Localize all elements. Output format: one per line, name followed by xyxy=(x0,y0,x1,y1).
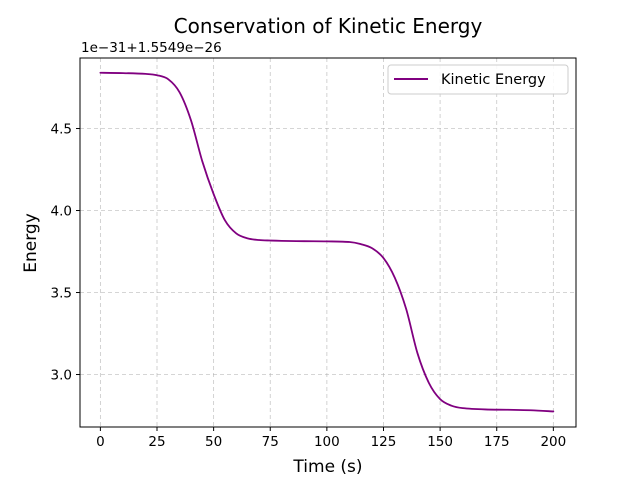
x-tick-label: 150 xyxy=(427,434,453,450)
y-tick-label: 3.5 xyxy=(51,286,72,302)
chart-title: Conservation of Kinetic Energy xyxy=(174,14,483,38)
x-axis-label: Time (s) xyxy=(292,457,362,477)
x-tick-label: 200 xyxy=(540,434,566,450)
x-tick-label: 75 xyxy=(262,434,279,450)
y-tick-label: 4.5 xyxy=(51,122,72,138)
grid-layer xyxy=(80,58,576,427)
legend: Kinetic Energy xyxy=(387,64,569,95)
y-tick-label: 4.0 xyxy=(51,204,72,220)
series-line-kinetic-energy xyxy=(99,71,555,413)
x-tick-label: 25 xyxy=(148,434,165,450)
y-axis-label: Energy xyxy=(21,213,41,273)
legend-label-kinetic-energy: Kinetic Energy xyxy=(441,72,546,88)
x-tick-label: 0 xyxy=(96,434,105,450)
plot-frame xyxy=(79,57,577,428)
x-tick-label: 125 xyxy=(371,434,397,450)
x-tick-label: 50 xyxy=(205,434,222,450)
y-offset-label: 1e−31+1.5549e−26 xyxy=(81,40,222,56)
x-tick-label: 175 xyxy=(484,434,510,450)
x-tick-label: 100 xyxy=(314,434,340,450)
line-layer xyxy=(99,71,555,413)
y-tick-label: 3.0 xyxy=(51,368,72,384)
ticks-layer: 0 25 50 75 100 125 150 175 200 3.0 3.5 4.0 4.5 xyxy=(51,122,567,450)
legend-box xyxy=(387,64,569,95)
